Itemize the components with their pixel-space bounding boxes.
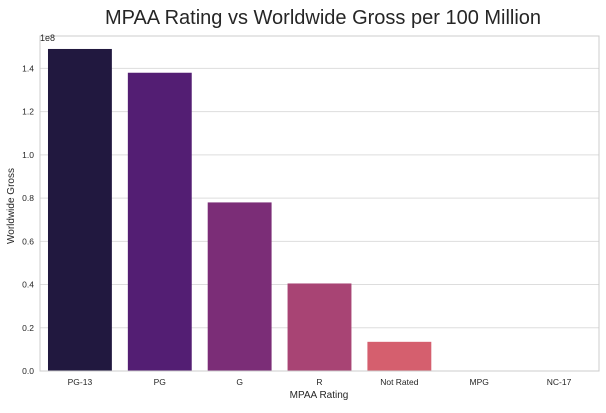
x-tick-label: G [236,377,243,387]
x-axis-label: MPAA Rating [290,390,349,401]
x-tick-label: NC-17 [547,377,572,387]
y-tick-label: 0.2 [22,323,34,333]
y-axis-offset-label: 1e8 [40,33,55,43]
y-tick-label: 1.2 [22,107,34,117]
bar-pg [127,72,192,371]
x-tick-label: R [316,377,322,387]
y-ticks: 0.0 0.2 0.4 0.6 0.8 1.0 1.2 1.4 [22,63,34,376]
x-tick-label: PG-13 [68,377,93,387]
plot-frame [39,35,600,372]
y-axis-label: Worldwide Gross [6,168,17,244]
bar-pg-13 [47,48,112,371]
y-tick-label: 0.4 [22,280,34,290]
bars [47,48,432,371]
y-tick-label: 0.6 [22,236,34,246]
x-tick-label: PG [154,377,166,387]
y-tick-label: 1.4 [22,63,34,73]
bar-r [287,283,352,371]
x-ticks: PG-13 PG G R Not Rated MPG NC-17 [68,377,572,387]
bar-not-rated [367,341,432,371]
y-tick-label: 0.0 [22,366,34,376]
y-tick-label: 0.8 [22,193,34,203]
y-tick-label: 1.0 [22,150,34,160]
chart-title: MPAA Rating vs Worldwide Gross per 100 M… [105,7,541,29]
bar-g [207,202,272,371]
x-tick-label: Not Rated [380,377,419,387]
x-tick-label: MPG [470,377,489,387]
